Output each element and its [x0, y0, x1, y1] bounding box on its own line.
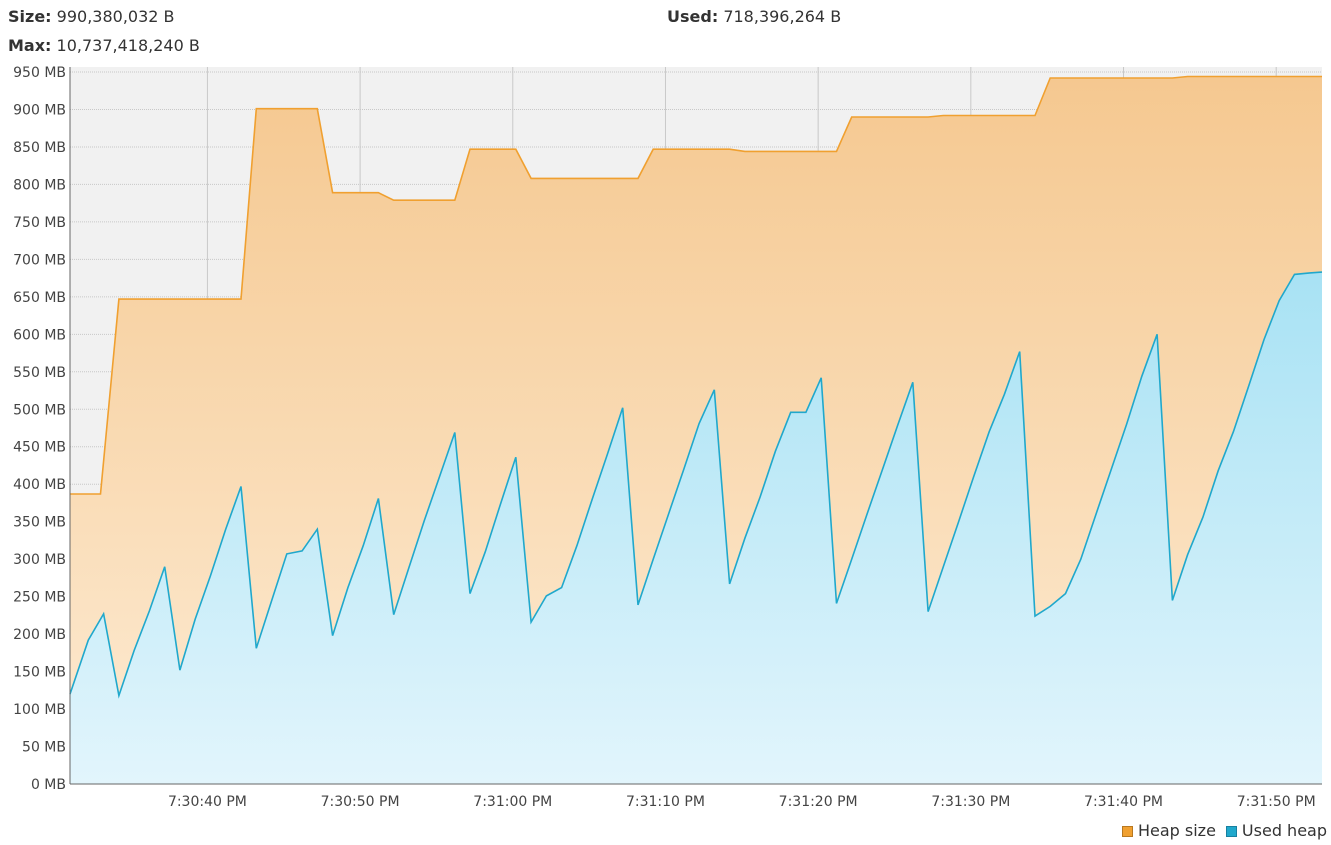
used-value: 718,396,264 B	[723, 7, 842, 26]
y-tick-label: 500 MB	[13, 402, 66, 418]
heap-size-line	[70, 75, 1322, 495]
y-tick-label: 750 MB	[13, 215, 66, 231]
x-tick-label: 7:31:40 PM	[1084, 794, 1163, 810]
y-tick-label: 650 MB	[13, 290, 66, 306]
y-tick-label: 800 MB	[13, 177, 66, 193]
y-tick-label: 700 MB	[13, 252, 66, 268]
x-tick-label: 7:31:50 PM	[1237, 794, 1316, 810]
used-heap-swatch	[1225, 825, 1237, 837]
used-heap-line	[69, 271, 1323, 699]
legend-item-used-heap[interactable]: Used heap	[1225, 821, 1327, 841]
legend-label-used-heap: Used heap	[1241, 821, 1327, 840]
axes: 0 MB 50 MB 100 MB 150 MB 200 MB 250 MB 300 MB 3…	[13, 65, 1322, 810]
y-tick-label: 350 MB	[13, 515, 66, 531]
size-value: 990,380,032 B	[56, 7, 175, 26]
x-tick-label: 7:31:20 PM	[779, 794, 858, 810]
x-tick-label: 7:30:40 PM	[168, 794, 247, 810]
y-tick-label: 200 MB	[13, 627, 66, 643]
y-tick-label: 900 MB	[13, 102, 66, 118]
y-tick-label: 150 MB	[13, 665, 66, 681]
x-tick-label: 7:31:00 PM	[473, 794, 552, 810]
y-tick-label: 950 MB	[13, 65, 66, 81]
y-tick-label: 0 MB	[31, 777, 66, 793]
y-tick-label: 250 MB	[13, 590, 66, 606]
y-tick-label: 100 MB	[13, 702, 66, 718]
y-tick-label: 400 MB	[13, 477, 66, 493]
used-heap-stat: Used: 718,396,264 B	[667, 7, 841, 27]
used-label: Used:	[667, 7, 719, 26]
y-tick-label: 450 MB	[13, 440, 66, 456]
heap-size-stat: Size: 990,380,032 B	[8, 7, 175, 27]
used-heap-area	[70, 272, 1322, 784]
x-tick-label: 7:31:10 PM	[626, 794, 705, 810]
max-value: 10,737,418,240 B	[56, 36, 200, 55]
y-tick-label: 850 MB	[13, 140, 66, 156]
legend-item-heap-size[interactable]: Heap size	[1121, 821, 1216, 841]
x-tick-label: 7:30:50 PM	[321, 794, 400, 810]
max-label: Max:	[8, 36, 52, 55]
y-tick-label: 300 MB	[13, 552, 66, 568]
y-tick-label: 50 MB	[22, 740, 66, 756]
y-tick-label: 600 MB	[13, 327, 66, 343]
x-tick-label: 7:31:30 PM	[931, 794, 1010, 810]
max-heap-stat: Max: 10,737,418,240 B	[8, 36, 200, 56]
y-tick-label: 550 MB	[13, 365, 66, 381]
chart-legend: Heap size Used heap	[1121, 821, 1327, 841]
heap-size-swatch	[1121, 825, 1133, 837]
legend-label-heap-size: Heap size	[1137, 821, 1216, 840]
size-label: Size:	[8, 7, 52, 26]
